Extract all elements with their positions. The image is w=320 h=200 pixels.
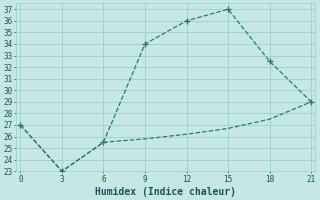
X-axis label: Humidex (Indice chaleur): Humidex (Indice chaleur)	[95, 186, 236, 197]
